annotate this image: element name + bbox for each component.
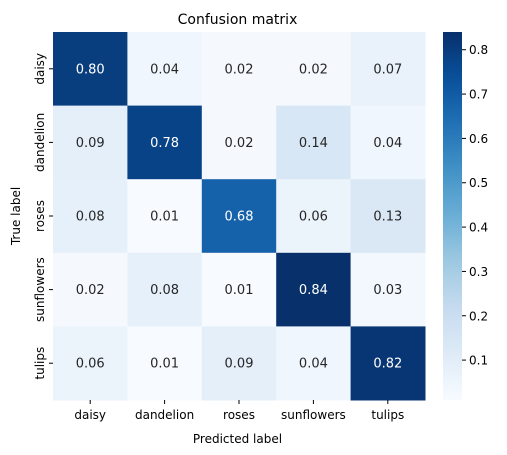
colorbar-tick-label: 0.6: [469, 132, 488, 146]
cell-value-label: 0.06: [76, 357, 105, 372]
x-axis-label: Predicted label: [193, 432, 282, 446]
y-tick-labels: daisy dandelion roses sunflowers tulips: [33, 53, 53, 380]
x-tick-label: sunflowers: [281, 408, 346, 422]
colorbar-tick-label: 0.8: [469, 43, 488, 57]
cell-value-label: 0.02: [299, 62, 328, 77]
chart-title: Confusion matrix: [178, 12, 298, 28]
cell-value-label: 0.01: [150, 210, 179, 225]
heatmap-cell: [350, 105, 426, 180]
x-tick-label: daisy: [74, 408, 106, 422]
colorbar-tick-label: 0.3: [469, 265, 488, 279]
y-axis-label: True label: [9, 187, 23, 246]
cell-value-label: 0.02: [76, 283, 105, 298]
cell-value-label: 0.84: [299, 283, 328, 298]
heatmap-cell: [350, 179, 426, 254]
cell-value-label: 0.01: [225, 283, 254, 298]
heatmap-cell: [201, 105, 277, 180]
heatmap-cell: [350, 32, 426, 107]
colorbar: [443, 32, 462, 400]
y-tick-label: roses: [33, 200, 47, 232]
cell-value-label: 0.04: [299, 357, 328, 372]
heatmap-cells: 0.80 0.04 0.02 0.02 0.07 0.09 0.78 0.02 0.14 0.04…: [53, 32, 426, 401]
x-tick-label: tulips: [371, 408, 404, 422]
x-tick-labels: daisy dandelion roses sunflowers tulips: [74, 400, 404, 422]
heatmap-cell: [276, 32, 352, 107]
cell-value-label: 0.78: [150, 136, 179, 151]
heatmap-cell: [127, 32, 203, 107]
y-tick-label: sunflowers: [33, 257, 47, 322]
cell-value-label: 0.09: [76, 136, 105, 151]
heatmap-cell: [201, 326, 277, 401]
heatmap-cell: [350, 252, 426, 327]
cell-value-label: 0.07: [373, 62, 402, 77]
colorbar-tick-label: 0.2: [469, 309, 488, 323]
heatmap-cell: [53, 326, 128, 401]
cell-value-label: 0.04: [373, 136, 402, 151]
heatmap-cell: [201, 252, 277, 327]
heatmap-cell: [127, 105, 203, 180]
y-tick-label: dandelion: [33, 113, 47, 172]
x-tick-label: dandelion: [135, 408, 194, 422]
cell-value-label: 0.80: [76, 62, 105, 77]
colorbar-tick-label: 0.5: [469, 176, 488, 190]
heatmap-cell: [350, 326, 426, 401]
cell-value-label: 0.01: [150, 357, 179, 372]
y-tick-label: daisy: [33, 53, 47, 85]
heatmap-cell: [276, 105, 352, 180]
heatmap-cell: [127, 179, 203, 254]
heatmap-cell: [53, 32, 128, 107]
colorbar-tick-label: 0.4: [469, 221, 488, 235]
heatmap-cell: [53, 179, 128, 254]
heatmap-cell: [276, 179, 352, 254]
cell-value-label: 0.04: [150, 62, 179, 77]
cell-value-label: 0.09: [225, 357, 254, 372]
cell-value-label: 0.03: [373, 283, 402, 298]
heatmap-cell: [53, 105, 128, 180]
cell-value-label: 0.08: [76, 210, 105, 225]
heatmap-cell: [201, 32, 277, 107]
cell-value-label: 0.02: [225, 136, 254, 151]
cell-value-label: 0.82: [373, 357, 402, 372]
heatmap-cell: [53, 252, 128, 327]
heatmap-cell: [276, 252, 352, 327]
cell-value-label: 0.13: [373, 210, 402, 225]
colorbar-ticks: 0.1 0.2 0.3 0.4 0.5 0.6 0.7 0.8: [462, 43, 488, 368]
cell-value-label: 0.08: [150, 283, 179, 298]
cell-value-label: 0.02: [225, 62, 254, 77]
cell-value-label: 0.14: [299, 136, 328, 151]
heatmap-cell: [201, 179, 277, 254]
cell-value-label: 0.06: [299, 210, 328, 225]
colorbar-tick-label: 0.1: [469, 354, 488, 368]
heatmap-cell: [127, 326, 203, 401]
colorbar-tick-label: 0.7: [469, 88, 488, 102]
heatmap-cell: [276, 326, 352, 401]
heatmap-cell: [127, 252, 203, 327]
y-tick-label: tulips: [33, 347, 47, 380]
x-tick-label: roses: [223, 408, 255, 422]
cell-value-label: 0.68: [225, 210, 254, 225]
